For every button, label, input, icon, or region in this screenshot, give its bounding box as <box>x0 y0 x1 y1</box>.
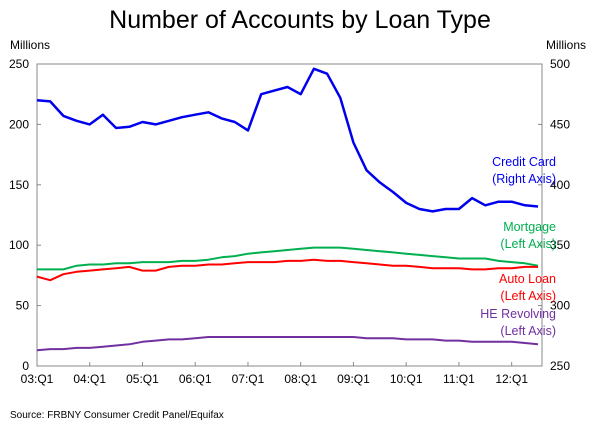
left-tick-label: 50 <box>16 299 30 313</box>
series-line-credit-card <box>36 67 539 213</box>
left-axis-unit: Millions <box>10 38 51 52</box>
series-label-he-revolving: HE Revolving (Left Axis) <box>480 306 556 340</box>
left-tick-label: 200 <box>9 117 29 131</box>
x-tick-label: 09:Q1 <box>337 372 370 386</box>
x-tick-label: 03:Q1 <box>21 372 54 386</box>
left-tick-label: 250 <box>9 57 29 71</box>
plot-frame <box>36 63 543 367</box>
series-label-credit-card: Credit Card (Right Axis) <box>492 154 556 188</box>
x-tick-label: 07:Q1 <box>232 372 265 386</box>
chart-title: Number of Accounts by Loan Type <box>109 6 491 34</box>
series-label-auto-loan: Auto Loan (Left Axis) <box>499 271 556 305</box>
x-tick-label: 10:Q1 <box>390 372 423 386</box>
series-line-auto-loan <box>36 258 538 282</box>
right-tick-label: 350 <box>550 238 570 252</box>
series-label-line: (Left Axis) <box>500 289 556 303</box>
series-line-mortgage <box>37 246 539 271</box>
right-tick-label: 250 <box>550 359 570 373</box>
right-tick-label: 400 <box>550 178 570 192</box>
left-tick-label: 150 <box>9 178 29 192</box>
left-tick-label: 100 <box>9 238 29 252</box>
series-label-line: (Right Axis) <box>492 172 556 186</box>
series-label-line: (Left Axis) <box>500 237 556 251</box>
series-line-he-revolving <box>36 336 539 352</box>
right-tick-label: 500 <box>550 57 570 71</box>
x-tick-label: 12:Q1 <box>495 372 528 386</box>
x-tick-label: 06:Q1 <box>179 372 212 386</box>
x-tick-label: 08:Q1 <box>284 372 317 386</box>
right-axis-unit: Millions <box>546 38 587 52</box>
series-label-line: HE Revolving <box>480 307 556 321</box>
series-label-mortgage: Mortgage (Left Axis) <box>500 219 556 253</box>
right-tick-label: 300 <box>550 299 570 313</box>
x-tick-label: 11:Q1 <box>443 372 475 386</box>
left-tick-label: 0 <box>22 359 29 373</box>
right-tick-label: 450 <box>550 117 570 131</box>
series-label-line: (Left Axis) <box>500 324 556 338</box>
source-note: Source: FRBNY Consumer Credit Panel/Equi… <box>10 410 224 421</box>
series-label-line: Credit Card <box>492 155 556 169</box>
series-label-line: Mortgage <box>503 220 556 234</box>
series-label-line: Auto Loan <box>499 272 556 286</box>
x-tick-label: 04:Q1 <box>73 372 106 386</box>
x-tick-label: 05:Q1 <box>126 372 159 386</box>
